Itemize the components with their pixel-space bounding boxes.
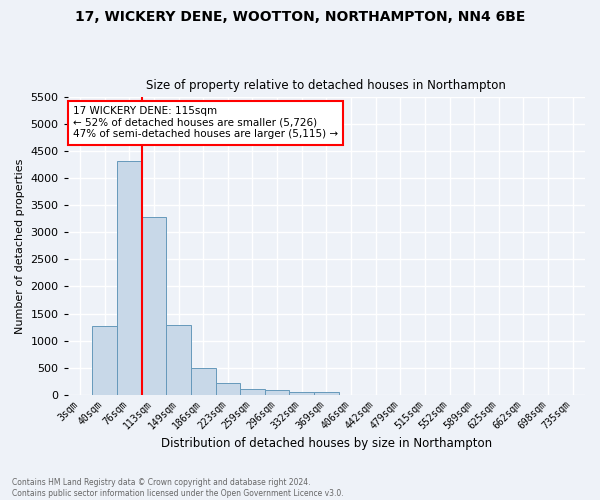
Title: Size of property relative to detached houses in Northampton: Size of property relative to detached ho… [146, 79, 506, 92]
Bar [166, 326, 191, 394]
Y-axis label: Number of detached properties: Number of detached properties [15, 158, 25, 334]
Text: 17, WICKERY DENE, WOOTTON, NORTHAMPTON, NN4 6BE: 17, WICKERY DENE, WOOTTON, NORTHAMPTON, … [75, 10, 525, 24]
Bar [215, 383, 240, 394]
Text: 17 WICKERY DENE: 115sqm
← 52% of detached houses are smaller (5,726)
47% of semi: 17 WICKERY DENE: 115sqm ← 52% of detache… [73, 106, 338, 140]
Bar [240, 390, 265, 394]
Bar [142, 217, 166, 394]
Bar [314, 392, 338, 394]
Bar [289, 392, 314, 394]
Bar [117, 160, 142, 394]
X-axis label: Distribution of detached houses by size in Northampton: Distribution of detached houses by size … [161, 437, 492, 450]
Bar [191, 368, 215, 394]
Bar [265, 390, 289, 394]
Bar [92, 326, 117, 394]
Text: Contains HM Land Registry data © Crown copyright and database right 2024.
Contai: Contains HM Land Registry data © Crown c… [12, 478, 344, 498]
